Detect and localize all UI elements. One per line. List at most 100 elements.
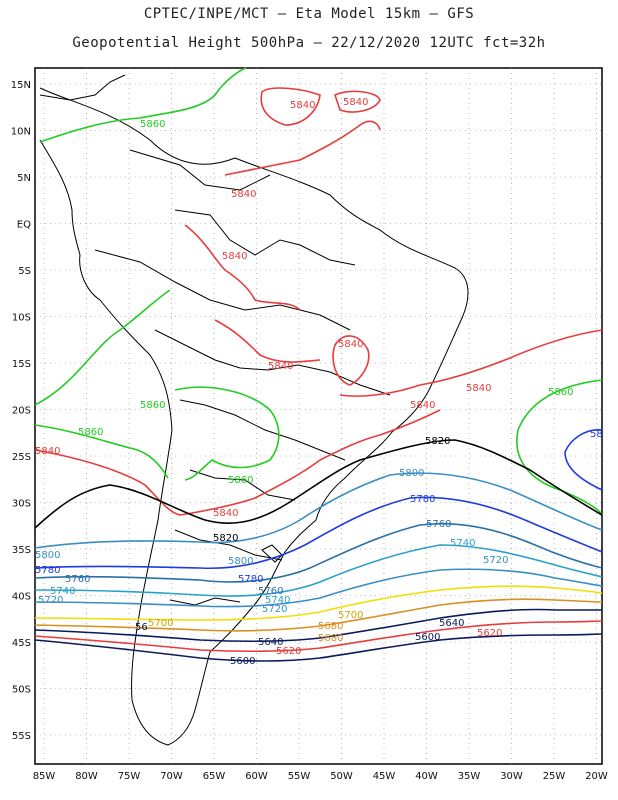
contour-label: 5720: [483, 555, 508, 566]
longitude-tick-label: 20W: [585, 771, 608, 782]
contour-label: 5780: [410, 494, 435, 505]
contour-label: 5860: [140, 400, 165, 411]
contour-label: 5600: [230, 656, 255, 667]
latitude-tick-label: 10S: [12, 313, 31, 324]
contour-label: 5680: [318, 633, 343, 644]
contour-5820: [34, 439, 603, 529]
contour-label: 5800: [399, 468, 424, 479]
longitude-tick-label: 25W: [543, 771, 566, 782]
coastline: [39, 74, 469, 746]
contour-label: 5840: [290, 100, 315, 111]
contour-label: 5740: [265, 595, 290, 606]
contour-label: 5800: [35, 550, 60, 561]
longitude-tick-label: 85W: [33, 771, 56, 782]
latitude-tick-label: 25S: [12, 452, 31, 463]
latitude-tick-label: EQ: [17, 220, 31, 231]
contour-5840: [260, 87, 321, 126]
latitude-tick-label: 15N: [11, 80, 31, 91]
contour-5840: [339, 329, 603, 397]
longitude-tick-label: 75W: [118, 771, 141, 782]
contour-label: 5640: [439, 618, 464, 629]
map-subtitle: Geopotential Height 500hPa – 22/12/2020 …: [72, 35, 546, 51]
contour-5860: [39, 67, 247, 143]
contour-label: 5620: [477, 628, 502, 639]
contour-5800: [34, 472, 603, 549]
latitude-tick-label: 15S: [12, 359, 31, 370]
contour-5780: [34, 496, 603, 570]
contour-label: 5640: [258, 637, 283, 648]
contour-label: 5700: [338, 610, 363, 621]
contour-label: 5840: [222, 251, 247, 262]
longitude-tick-label: 55W: [288, 771, 311, 782]
latitude-tick-label: 40S: [12, 592, 31, 603]
contour-5840: [334, 90, 381, 113]
contour-5620: [34, 620, 603, 653]
latitude-tick-label: 35S: [12, 545, 31, 556]
contour-5860: [174, 386, 280, 481]
contour-label: 5840: [213, 508, 238, 519]
contour-label: 5760: [426, 519, 451, 530]
contour-5860: [516, 379, 603, 516]
contour-label: 5840: [35, 446, 60, 457]
contour-label: 5840: [338, 339, 363, 350]
latitude-tick-label: 30S: [12, 499, 31, 510]
longitude-tick-label: 35W: [458, 771, 481, 782]
map-frame: [34, 67, 603, 765]
contour-5860: [34, 424, 169, 479]
longitude-tick-label: 60W: [245, 771, 268, 782]
longitude-tick-label: 30W: [500, 771, 523, 782]
longitude-tick-label: 80W: [75, 771, 98, 782]
contour-label: 5860: [228, 475, 253, 486]
contour-label: 5720: [38, 595, 63, 606]
contour-label: 5820: [425, 436, 450, 447]
contour-5680: [34, 598, 603, 632]
contour-label: 5720: [262, 604, 287, 615]
contour-label: 5740: [450, 538, 475, 549]
contour-label: 5840: [231, 189, 256, 200]
contour-label: 5780: [35, 565, 60, 576]
latitude-tick-label: 5S: [18, 266, 31, 277]
longitude-tick-label: 40W: [415, 771, 438, 782]
contour-label: 5820: [213, 533, 238, 544]
contour-label: 5860: [548, 387, 573, 398]
contour-label: 5740: [50, 586, 75, 597]
contour-labels: 5860 5860 5860 5860 5860 58 5840 5840 58…: [35, 97, 603, 667]
latitude-tick-label: 55S: [12, 731, 31, 742]
contour-5720: [34, 568, 603, 608]
contour-5840: [34, 409, 441, 516]
contour-label: 5840: [466, 383, 491, 394]
contour-label: 5840: [343, 97, 368, 108]
longitude-tick-label: 65W: [203, 771, 226, 782]
axis-ticks: 15N 10N 5N EQ 5S 10S 15S 20S 25S 30S 35S 40S 45S 50S 5…: [11, 80, 608, 782]
contour-lines: [34, 67, 603, 662]
contour-label: 5700: [148, 618, 173, 629]
contour-label: 5600: [415, 632, 440, 643]
contour-5700: [34, 585, 603, 621]
contour-label: 5860: [140, 119, 165, 130]
contour-5840: [184, 224, 301, 311]
contour-label: 5840: [410, 400, 435, 411]
contour-5840: [332, 335, 370, 386]
contour-5600: [34, 633, 603, 662]
latitude-tick-label: 50S: [12, 685, 31, 696]
map-title: CPTEC/INPE/MCT – Eta Model 15km – GFS: [143, 6, 475, 22]
contour-5840: [224, 120, 381, 176]
contour-5860: [34, 289, 171, 406]
latitude-tick-label: 45S: [12, 638, 31, 649]
contour-5740: [34, 544, 603, 597]
contour-label: 5800: [228, 556, 253, 567]
contour-label: 5760: [258, 586, 283, 597]
graticule: [35, 68, 602, 764]
latitude-tick-label: 20S: [12, 406, 31, 417]
contour-label: 5760: [65, 574, 90, 585]
contour-label: 5680: [318, 621, 343, 632]
contour-5840: [214, 319, 321, 363]
longitude-tick-label: 45W: [373, 771, 396, 782]
longitude-tick-label: 50W: [330, 771, 353, 782]
contour-label: 5860: [78, 427, 103, 438]
contour-label: 58: [590, 429, 603, 440]
latitude-tick-label: 5N: [17, 173, 31, 184]
longitude-tick-label: 70W: [160, 771, 183, 782]
contour-5760: [34, 522, 603, 583]
